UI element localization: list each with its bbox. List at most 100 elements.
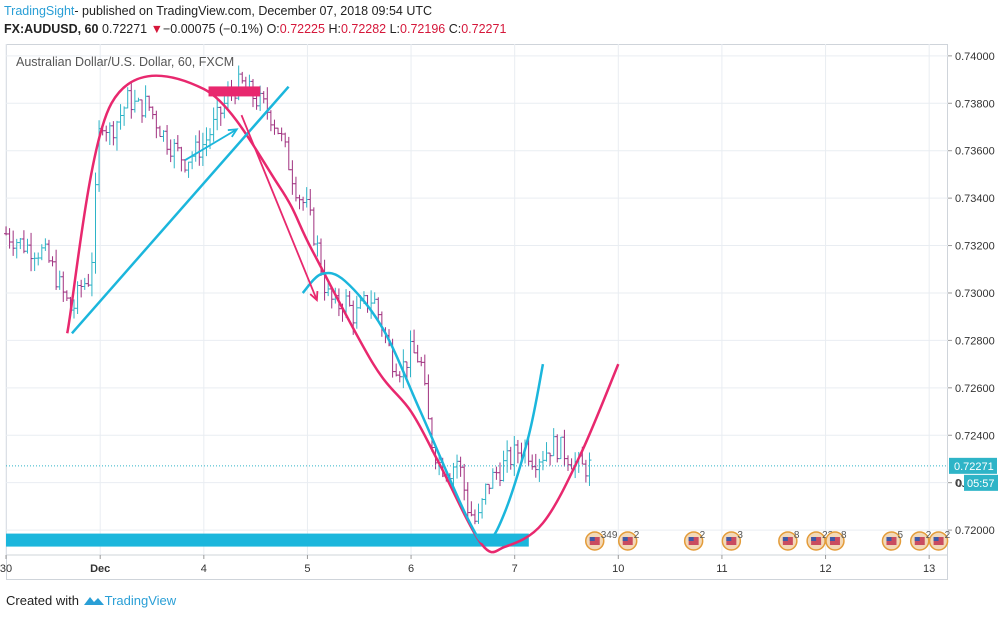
event-marker[interactable]: 349	[585, 530, 618, 551]
event-count: 2	[700, 530, 706, 541]
chart-title: Australian Dollar/U.S. Dollar, 60, FXCM	[16, 55, 234, 69]
candle	[36, 252, 41, 266]
candle	[57, 270, 62, 290]
high-value: 0.72282	[340, 22, 387, 36]
event-marker[interactable]: 2	[617, 530, 640, 551]
candle	[118, 104, 123, 130]
candle	[283, 132, 288, 148]
candle	[193, 135, 198, 162]
candle	[204, 127, 209, 157]
last-price: 0.72271	[101, 22, 148, 36]
drawings[interactable]	[6, 74, 620, 554]
y-tick-label: 0.73200	[955, 241, 995, 253]
pink-arrow	[240, 114, 319, 303]
event-count: 8	[794, 530, 800, 541]
candle	[107, 122, 112, 145]
candle	[472, 509, 477, 525]
candle	[39, 244, 44, 261]
candle	[132, 89, 137, 113]
open-label: O:	[266, 22, 280, 36]
candle	[143, 85, 148, 118]
chart-publish-header: TradingSight- published on TradingView.c…	[4, 4, 432, 18]
candle	[261, 91, 266, 104]
event-marker[interactable]: 8	[778, 530, 800, 551]
x-tick-label: 12	[819, 563, 831, 575]
event-marker[interactable]: 2	[909, 530, 932, 551]
support-zone	[6, 533, 529, 547]
events[interactable]: 3492238228522	[585, 530, 951, 551]
candle	[422, 354, 427, 386]
y-tick-label: 0.72400	[955, 430, 995, 442]
candle	[4, 226, 8, 236]
y-tick-label: 0.72600	[955, 383, 995, 395]
event-count: 5	[897, 530, 903, 541]
publisher-name[interactable]: TradingSight	[4, 4, 75, 18]
event-count: 2	[926, 530, 932, 541]
candle	[161, 130, 166, 142]
flag-icon	[622, 537, 628, 541]
x-tick-label: 6	[408, 563, 414, 575]
pink-arrow-head	[309, 291, 319, 303]
x-tick-label: 4	[201, 563, 207, 575]
countdown-label: 05:57	[967, 478, 995, 490]
event-marker[interactable]: 5	[881, 530, 903, 551]
x-tick-label: 30	[0, 563, 12, 575]
candle	[494, 466, 499, 480]
candle	[218, 106, 223, 126]
cyan-arrow-shaft	[184, 128, 238, 161]
candle	[11, 230, 16, 256]
candle	[157, 125, 162, 138]
event-marker[interactable]: 8	[825, 530, 847, 551]
footer: Created with TradingView	[6, 593, 176, 608]
price-axis[interactable]: 0.74000 0.73800 0.73600 0.73400 0.73200 0.730…	[6, 51, 998, 537]
flag-icon	[886, 537, 892, 541]
candle	[394, 363, 399, 377]
candle	[465, 482, 470, 519]
current-price-label: 0.72271	[954, 461, 994, 473]
event-marker[interactable]: 2	[683, 530, 706, 551]
symbol-label: FX:AUDUSD, 60	[4, 22, 99, 36]
x-tick-label: 7	[512, 563, 518, 575]
candle	[412, 329, 417, 354]
candle	[25, 238, 30, 254]
candle	[487, 483, 492, 495]
candle	[240, 71, 245, 84]
candle	[455, 454, 460, 479]
flag-icon	[688, 537, 694, 541]
countdown-badge	[964, 474, 998, 491]
y-tick-label: 0.73400	[955, 193, 995, 205]
flag-icon	[782, 537, 788, 541]
event-marker[interactable]: 3	[721, 530, 743, 551]
candle	[93, 172, 98, 274]
event-count: 2	[634, 530, 640, 541]
flag-icon	[829, 537, 835, 541]
x-tick-label: 11	[716, 563, 727, 575]
time-axis[interactable]: 30 Dec 4 5 6 7 10 11 12 13	[0, 554, 948, 575]
low-value: 0.72196	[400, 22, 446, 36]
candle	[190, 151, 195, 170]
event-count: 2	[945, 530, 951, 541]
y-tick-label: 0.74000	[955, 51, 995, 63]
price-change: −0.00075 (−0.1%)	[163, 22, 264, 36]
tradingview-link[interactable]: TradingView	[104, 593, 177, 608]
candle	[186, 161, 191, 178]
candle	[301, 196, 306, 211]
flag-icon	[933, 537, 939, 541]
candle	[247, 74, 252, 89]
created-with-label: Created with	[6, 593, 79, 608]
candle	[555, 434, 560, 463]
candle	[79, 279, 84, 298]
event-marker[interactable]: 2	[928, 530, 951, 551]
tradingview-logo-icon[interactable]	[83, 594, 105, 606]
candle	[129, 81, 134, 119]
down-arrow-icon: ▼	[150, 22, 163, 36]
candle	[172, 138, 177, 169]
symbol-ohlc-bar: FX:AUDUSD, 60 0.72271 ▼−0.00075 (−0.1%) …	[4, 22, 506, 36]
y-tick-label: 0.72800	[955, 335, 995, 347]
cyan-arrow-head	[227, 128, 239, 138]
candle	[14, 238, 19, 259]
candle	[537, 458, 542, 482]
event-count: 8	[841, 530, 847, 541]
candle	[122, 106, 127, 126]
